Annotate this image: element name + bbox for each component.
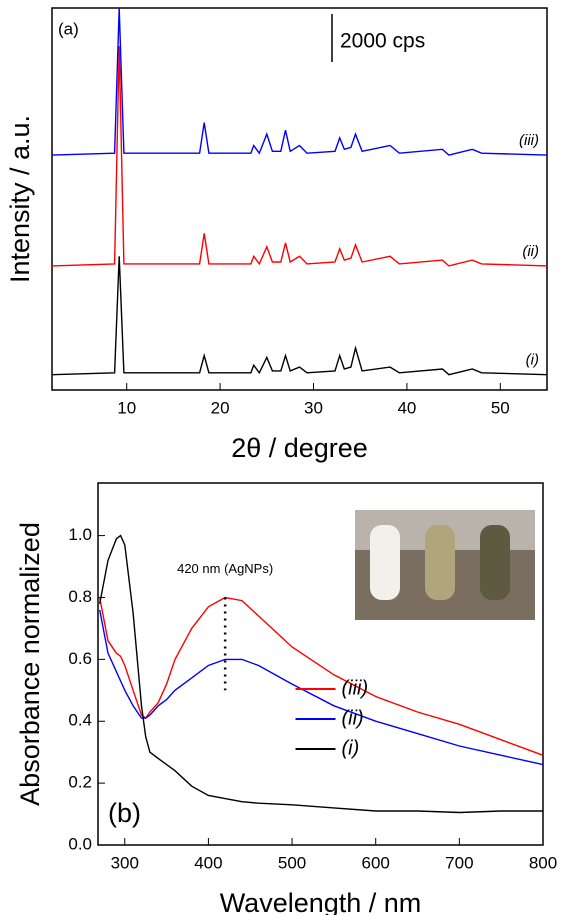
series-line <box>99 609 543 766</box>
y-tick-label: 0.0 <box>68 834 92 853</box>
y-axis-label: Intensity / a.u. <box>5 115 35 283</box>
x-axis-label: Wavelength / nm <box>220 888 422 915</box>
annotation: 420 nm (AgNPs) <box>177 561 273 576</box>
series-line <box>52 46 547 267</box>
plot-frame <box>51 7 548 391</box>
x-tick-label: 300 <box>111 853 139 872</box>
legend-label: (i) <box>342 737 360 759</box>
x-tick-label: 500 <box>278 853 306 872</box>
x-tick-label: 30 <box>304 398 323 417</box>
legend-label: (iii) <box>342 677 369 699</box>
x-tick-label: 700 <box>445 853 473 872</box>
x-axis-label: 2θ / degree <box>231 433 368 463</box>
y-axis-label: Absorbance normalized <box>15 522 45 806</box>
x-tick-label: 50 <box>491 398 510 417</box>
x-tick-label: 40 <box>397 398 416 417</box>
panel-label: (a) <box>58 19 79 38</box>
plot-frame <box>97 482 544 846</box>
y-tick-label: 0.6 <box>68 649 92 668</box>
photo-inset <box>355 510 535 620</box>
series-label: (i) <box>526 352 539 369</box>
x-tick-label: 10 <box>117 398 136 417</box>
series-label: (iii) <box>519 132 539 149</box>
x-tick-label: 400 <box>194 853 222 872</box>
y-tick-label: 0.8 <box>68 587 92 606</box>
series-line <box>52 8 547 156</box>
x-tick-label: 600 <box>362 853 390 872</box>
y-tick-label: 1.0 <box>68 525 92 544</box>
y-tick-label: 0.4 <box>68 711 92 730</box>
series-label: (ii) <box>522 243 539 260</box>
y-tick-label: 0.2 <box>68 773 92 792</box>
panel-label: (b) <box>108 798 141 828</box>
series-line <box>99 534 543 814</box>
scale-bar-label: 2000 cps <box>340 30 425 53</box>
x-tick-label: 800 <box>529 853 557 872</box>
legend-label: (ii) <box>342 707 364 729</box>
series-line <box>99 596 543 756</box>
series-line <box>52 256 547 376</box>
x-tick-label: 20 <box>211 398 230 417</box>
